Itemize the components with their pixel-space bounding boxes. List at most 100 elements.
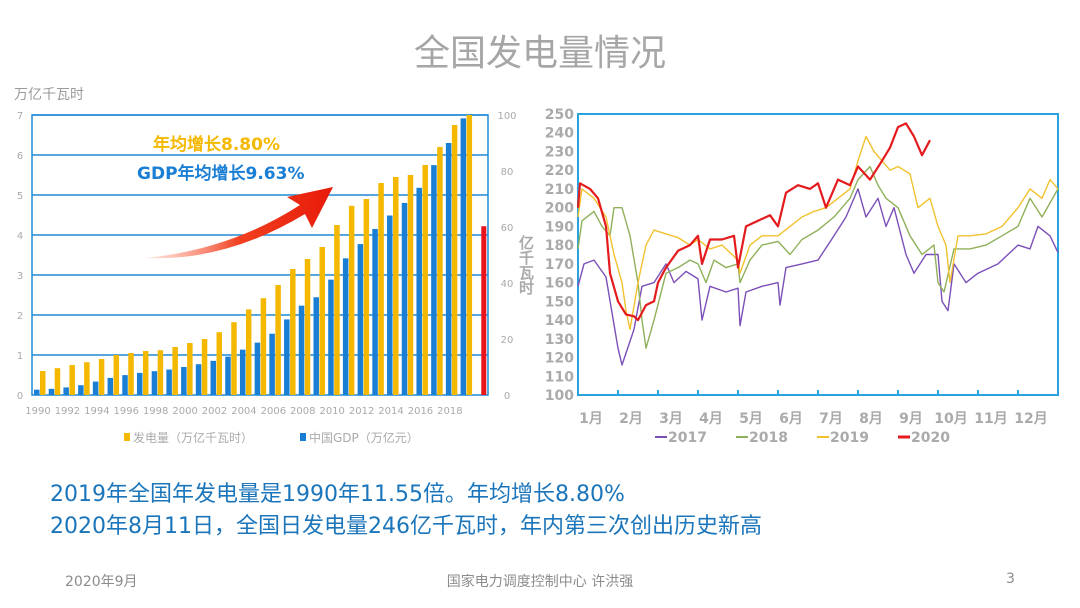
gdp-bar (460, 118, 467, 396)
gdp-bar (431, 165, 437, 395)
line-plot-border (577, 113, 1059, 396)
month-label: 7月 (819, 411, 843, 427)
right-y-tick: 100 (497, 111, 516, 122)
page-number: 3 (1006, 571, 1015, 587)
gdp-bar (195, 364, 202, 395)
x-tick: 1996 (114, 406, 139, 417)
generation-bar (319, 247, 325, 395)
generation-bar (172, 347, 178, 395)
gdp-bar (78, 385, 84, 395)
x-tick: 2006 (261, 406, 286, 417)
y-tick: 140 (545, 313, 574, 329)
y-tick: 150 (545, 294, 574, 310)
month-label: 3月 (659, 411, 683, 427)
bar-2020 (481, 226, 487, 395)
generation-bar (290, 269, 296, 395)
x-tick: 2002 (202, 406, 227, 417)
generation-bar (260, 298, 267, 395)
gdp-bar (387, 215, 393, 395)
left-y-tick: 0 (17, 391, 23, 402)
generation-bar (334, 225, 340, 395)
summary-line-2: 2020年8月11日，全国日发电量246亿千瓦时，年内第三次创出历史新高 (50, 514, 762, 539)
gdp-bar (401, 202, 408, 395)
right-axis-label: 亿千瓦时 (517, 234, 535, 296)
gdp-bar (372, 228, 378, 395)
gdp-bar (181, 367, 187, 395)
generation-bar (378, 183, 384, 395)
x-tick: 2014 (378, 406, 403, 417)
generation-bar (69, 365, 75, 395)
x-tick: 2016 (408, 406, 433, 417)
left-y-tick: 5 (17, 191, 23, 202)
month-label: 2月 (619, 411, 643, 427)
x-tick: 2018 (437, 406, 462, 417)
legend-generation: 发电量（万亿千瓦时） (133, 430, 253, 445)
gdp-bar (34, 389, 40, 395)
generation-bar (113, 355, 120, 395)
x-tick: 1994 (84, 406, 109, 417)
month-label: 10月 (934, 411, 967, 427)
x-tick: 2004 (231, 406, 256, 417)
gdp-bar (166, 369, 172, 395)
y-tick: 130 (545, 332, 574, 348)
series-line-2020 (576, 122, 931, 322)
right-y-tick: 40 (501, 279, 514, 290)
left-axis-unit: 万亿千瓦时 (14, 87, 84, 103)
gdp-bar (151, 371, 158, 395)
series-line-2018 (577, 165, 1059, 349)
footer-author: 国家电力调度控制中心 许洪强 (446, 574, 634, 590)
right-y-tick: 0 (504, 391, 510, 402)
right-y-tick: 60 (501, 223, 514, 234)
generation-bar (422, 165, 428, 395)
gdp-bar (269, 333, 275, 395)
x-tick: 2008 (290, 406, 315, 417)
generation-bar (304, 259, 311, 395)
y-tick: 180 (545, 238, 574, 254)
x-tick: 1998 (143, 406, 168, 417)
generation-bar (128, 353, 134, 395)
left-y-tick: 6 (17, 151, 23, 162)
generation-bar (393, 177, 399, 395)
gdp-bar (342, 258, 349, 395)
y-tick: 120 (545, 351, 574, 367)
series-line-2019 (577, 135, 1059, 331)
x-tick: 1990 (25, 406, 50, 417)
x-tick: 2012 (349, 406, 374, 417)
y-tick: 160 (545, 276, 574, 292)
generation-bar (40, 371, 46, 395)
legend-2020: 2020 (911, 430, 950, 446)
annotation-gdp-growth: GDP年均增长9.63% (137, 163, 305, 184)
y-tick: 100 (545, 388, 574, 404)
y-tick: 220 (545, 163, 574, 179)
month-label: 8月 (859, 411, 883, 427)
slide-title: 全国发电量情况 (413, 33, 666, 74)
generation-bar (201, 339, 208, 395)
growth-arrow-icon (145, 187, 333, 259)
month-label: 4月 (699, 411, 723, 427)
left-y-tick: 2 (17, 311, 23, 322)
generation-bar (84, 362, 90, 395)
generation-bar (98, 359, 105, 395)
generation-bar (466, 115, 473, 395)
generation-bar (216, 332, 223, 395)
y-tick: 210 (545, 182, 574, 198)
gdp-bar (48, 388, 55, 395)
annotation-generation-growth: 年均增长8.80% (153, 134, 280, 155)
gdp-bar (328, 279, 334, 395)
month-label: 11月 (974, 411, 1007, 427)
summary-line-1: 2019年全国年发电量是1990年11.55倍。年均增长8.80% (50, 482, 625, 507)
gdp-bar (225, 356, 231, 395)
legend-2017: 2017 (668, 430, 707, 446)
footer-date: 2020年9月 (65, 574, 138, 590)
series-line-2017 (577, 188, 1059, 366)
generation-bar (187, 343, 193, 395)
gdp-bar (284, 319, 290, 395)
generation-bar (348, 205, 355, 395)
gdp-bar (210, 360, 217, 395)
gdp-bar (445, 143, 452, 395)
y-tick: 110 (545, 369, 574, 385)
gdp-bar (313, 297, 319, 395)
right-y-tick: 20 (501, 335, 514, 346)
month-label: 9月 (899, 411, 923, 427)
